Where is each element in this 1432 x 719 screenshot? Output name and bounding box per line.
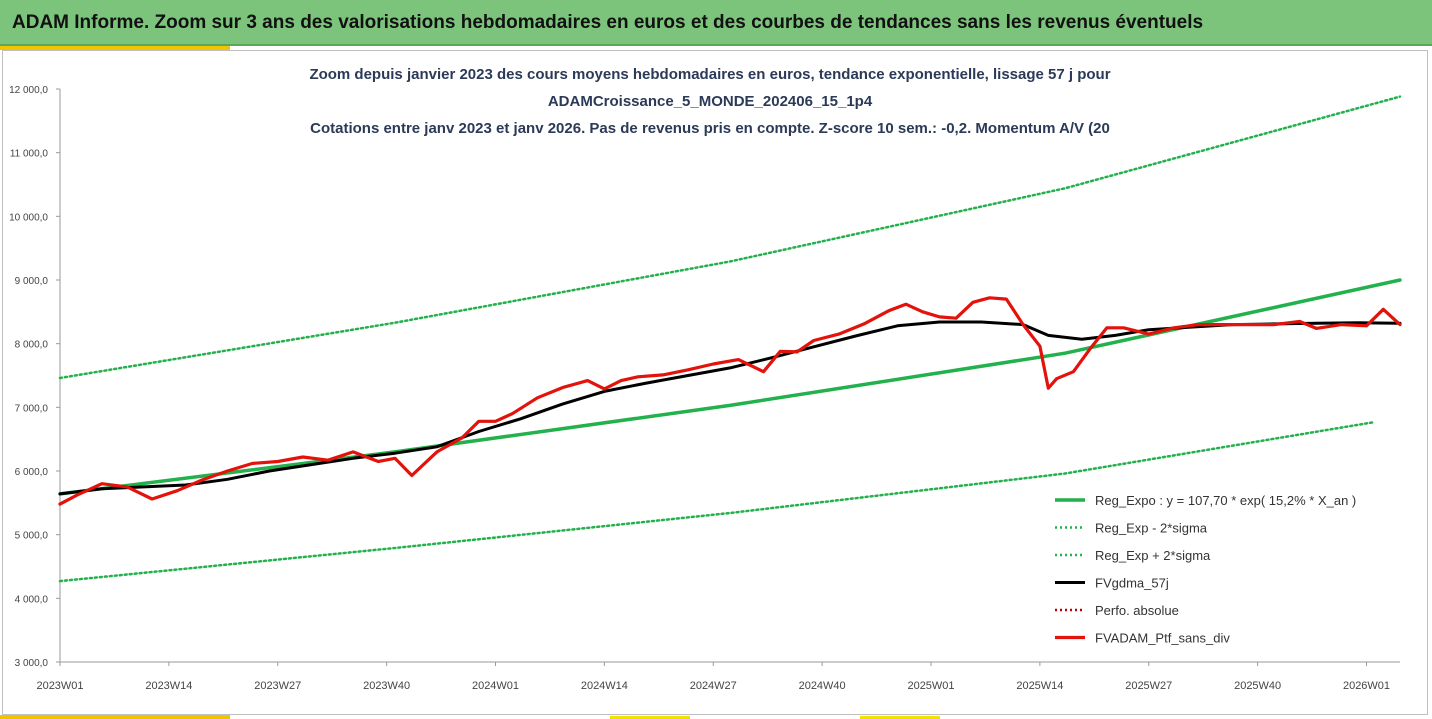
legend-label-2: Reg_Exp + 2*sigma bbox=[1095, 548, 1211, 563]
chart-title-line-2: ADAMCroissance_5_MONDE_202406_15_1p4 bbox=[547, 93, 873, 110]
legend-label-5: FVADAM_Ptf_sans_div bbox=[1095, 631, 1230, 646]
x-tick-label: 2023W01 bbox=[36, 680, 83, 692]
y-tick-label: 5 000,0 bbox=[15, 531, 49, 542]
x-tick-label: 2023W40 bbox=[363, 680, 410, 692]
x-tick-label: 2025W27 bbox=[1125, 680, 1172, 692]
y-tick-label: 7 000,0 bbox=[15, 403, 49, 414]
y-tick-label: 4 000,0 bbox=[15, 594, 49, 605]
page-title: ADAM Informe. Zoom sur 3 ans des valoris… bbox=[12, 12, 1204, 33]
x-tick-label: 2023W27 bbox=[254, 680, 301, 692]
accent-bar-bottom bbox=[0, 715, 230, 719]
y-tick-label: 12 000,0 bbox=[9, 85, 48, 96]
x-tick-label: 2025W40 bbox=[1234, 680, 1281, 692]
legend-label-3: FVgdma_57j bbox=[1095, 576, 1169, 591]
chart-title-line-1: Zoom depuis janvier 2023 des cours moyen… bbox=[309, 66, 1111, 83]
series-line-1 bbox=[58, 420, 1377, 583]
series-line-2 bbox=[58, 95, 1402, 380]
series-line-5 bbox=[58, 296, 1402, 506]
header-banner: ADAM Informe. Zoom sur 3 ans des valoris… bbox=[0, 0, 1432, 46]
legend-label-1: Reg_Exp - 2*sigma bbox=[1095, 521, 1208, 536]
y-tick-label: 3 000,0 bbox=[15, 658, 49, 669]
x-tick-label: 2025W01 bbox=[907, 680, 954, 692]
x-tick-label: 2024W27 bbox=[690, 680, 737, 692]
y-tick-label: 10 000,0 bbox=[9, 212, 48, 223]
legend-label-0: Reg_Expo : y = 107,70 * exp( 15,2% * X_a… bbox=[1095, 493, 1356, 508]
chart-frame bbox=[2, 50, 1428, 715]
x-tick-label: 2024W01 bbox=[472, 680, 519, 692]
y-tick-label: 8 000,0 bbox=[15, 340, 49, 351]
x-tick-label: 2023W14 bbox=[145, 680, 192, 692]
x-tick-label: 2026W01 bbox=[1343, 680, 1390, 692]
chart-title-line-3: Cotations entre janv 2023 et janv 2026. … bbox=[310, 120, 1110, 137]
y-tick-label: 11 000,0 bbox=[10, 149, 49, 160]
x-tick-label: 2025W14 bbox=[1016, 680, 1063, 692]
y-tick-label: 6 000,0 bbox=[15, 467, 49, 478]
accent-bar-top bbox=[0, 46, 230, 50]
accent-bar-bottom-mid bbox=[610, 716, 690, 719]
accent-bar-bottom-right bbox=[860, 716, 940, 719]
x-tick-label: 2024W14 bbox=[581, 680, 628, 692]
y-tick-label: 9 000,0 bbox=[15, 276, 49, 287]
x-tick-label: 2024W40 bbox=[799, 680, 846, 692]
legend-label-4: Perfo. absolue bbox=[1095, 603, 1179, 618]
